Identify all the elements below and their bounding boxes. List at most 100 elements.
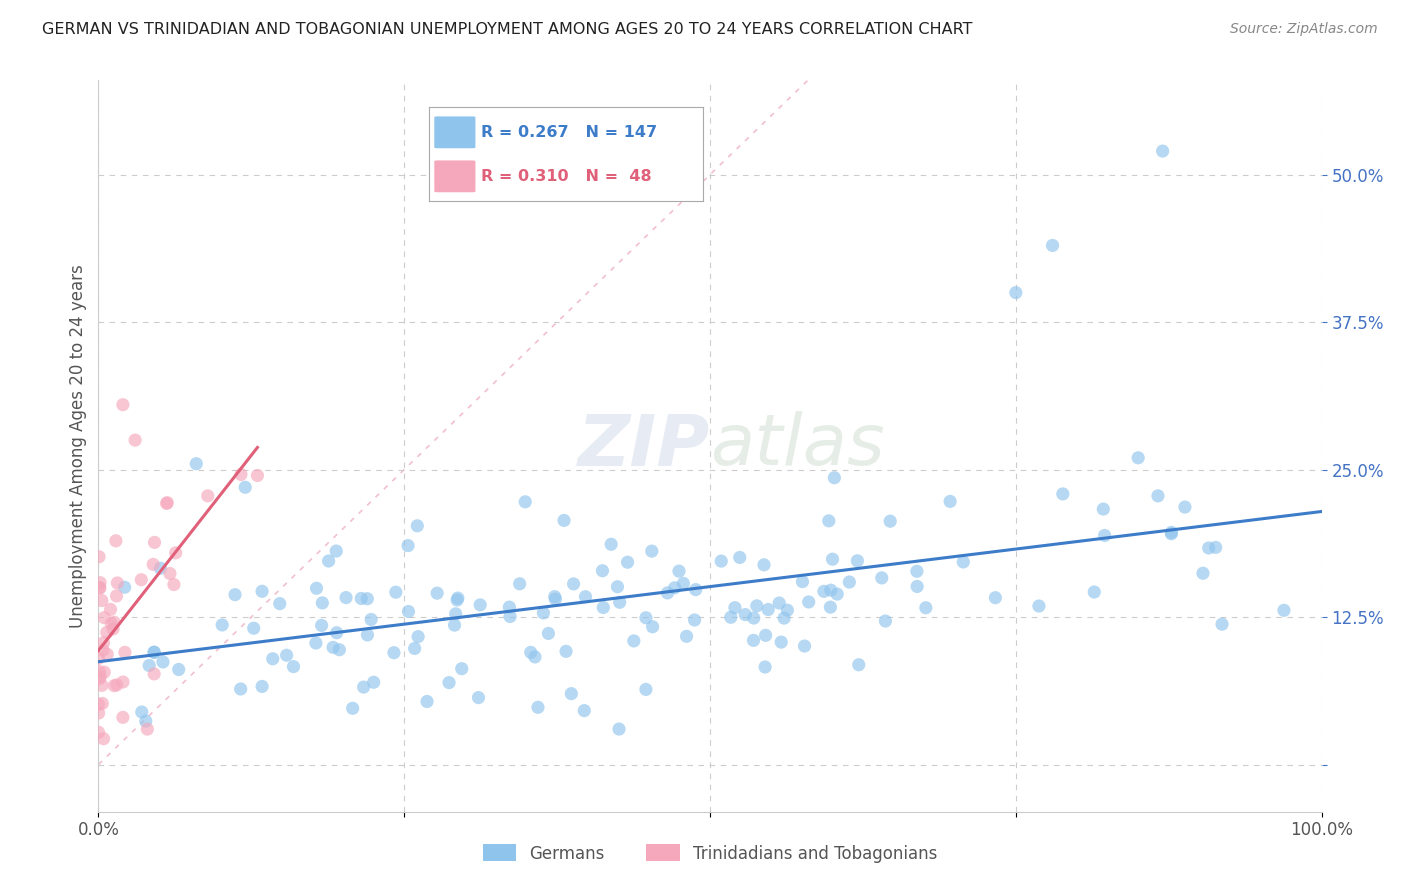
Point	[229, 467, 252, 482]
Point	[939, 494, 962, 508]
Point	[111, 398, 134, 412]
Point	[242, 621, 264, 635]
Point	[93, 610, 115, 624]
Point	[1094, 528, 1116, 542]
Point	[93, 665, 115, 680]
Point	[163, 577, 186, 591]
Point	[318, 554, 340, 568]
Text: atlas: atlas	[710, 411, 884, 481]
Point	[813, 584, 835, 599]
Point	[607, 722, 630, 736]
Point	[591, 564, 613, 578]
Point	[537, 626, 560, 640]
Point	[350, 591, 373, 606]
Point	[672, 576, 695, 591]
Point	[728, 550, 751, 565]
Point	[467, 690, 489, 705]
Point	[634, 611, 657, 625]
Point	[499, 609, 522, 624]
Point	[262, 652, 284, 666]
Point	[1092, 502, 1115, 516]
Point	[186, 457, 208, 471]
Point	[305, 636, 328, 650]
Point	[745, 599, 768, 613]
Point	[616, 555, 638, 569]
Point	[1174, 500, 1197, 514]
Point	[93, 731, 115, 746]
Point	[756, 602, 779, 616]
Point	[641, 544, 664, 558]
Point	[325, 625, 347, 640]
Point	[606, 580, 628, 594]
Point	[246, 468, 269, 483]
Point	[89, 670, 111, 684]
Point	[823, 471, 845, 485]
Point	[356, 628, 378, 642]
Point	[426, 586, 449, 600]
Point	[124, 433, 146, 447]
FancyBboxPatch shape	[434, 161, 475, 193]
Point	[156, 495, 179, 509]
Point	[197, 489, 219, 503]
Point	[149, 561, 172, 575]
Point	[398, 605, 420, 619]
Point	[111, 675, 134, 690]
Point	[167, 663, 190, 677]
Point	[87, 706, 110, 720]
Point	[101, 622, 124, 636]
Point	[105, 678, 128, 692]
Point	[322, 640, 344, 655]
Point	[754, 660, 776, 674]
Point	[821, 552, 844, 566]
Point	[103, 615, 125, 630]
Point	[755, 628, 778, 642]
Y-axis label: Unemployment Among Ages 20 to 24 years: Unemployment Among Ages 20 to 24 years	[69, 264, 87, 628]
Point	[685, 582, 707, 597]
Point	[156, 496, 179, 510]
Point	[87, 549, 110, 564]
Point	[96, 648, 118, 662]
Point	[797, 595, 820, 609]
Point	[793, 639, 815, 653]
Point	[311, 596, 333, 610]
Point	[100, 602, 122, 616]
Point	[416, 694, 439, 708]
Point	[1205, 541, 1227, 555]
Point	[143, 535, 166, 549]
Point	[311, 618, 333, 632]
Point	[820, 583, 842, 598]
Point	[1272, 603, 1295, 617]
Point	[984, 591, 1007, 605]
Text: R = 0.267   N = 147: R = 0.267 N = 147	[481, 125, 657, 140]
Point	[342, 701, 364, 715]
Point	[111, 710, 134, 724]
Point	[879, 514, 901, 528]
Point	[356, 591, 378, 606]
Point	[89, 665, 111, 679]
Point	[553, 513, 575, 527]
Point	[250, 584, 273, 599]
Point	[848, 657, 870, 672]
Point	[91, 643, 114, 657]
Legend: Germans, Trinidadians and Tobagonians: Germans, Trinidadians and Tobagonians	[477, 838, 943, 869]
Point	[817, 514, 839, 528]
Point	[1198, 541, 1220, 555]
Point	[1083, 585, 1105, 599]
Point	[952, 555, 974, 569]
FancyBboxPatch shape	[434, 116, 475, 148]
Point	[734, 607, 756, 622]
Point	[1052, 487, 1074, 501]
Point	[138, 658, 160, 673]
Point	[668, 564, 690, 578]
Point	[328, 642, 350, 657]
Point	[527, 700, 550, 714]
Point	[143, 667, 166, 681]
Point	[1160, 525, 1182, 540]
Point	[623, 634, 645, 648]
Point	[773, 611, 796, 625]
Point	[360, 613, 382, 627]
Point	[609, 595, 631, 609]
Point	[664, 581, 686, 595]
Point	[131, 573, 153, 587]
Point	[250, 680, 273, 694]
